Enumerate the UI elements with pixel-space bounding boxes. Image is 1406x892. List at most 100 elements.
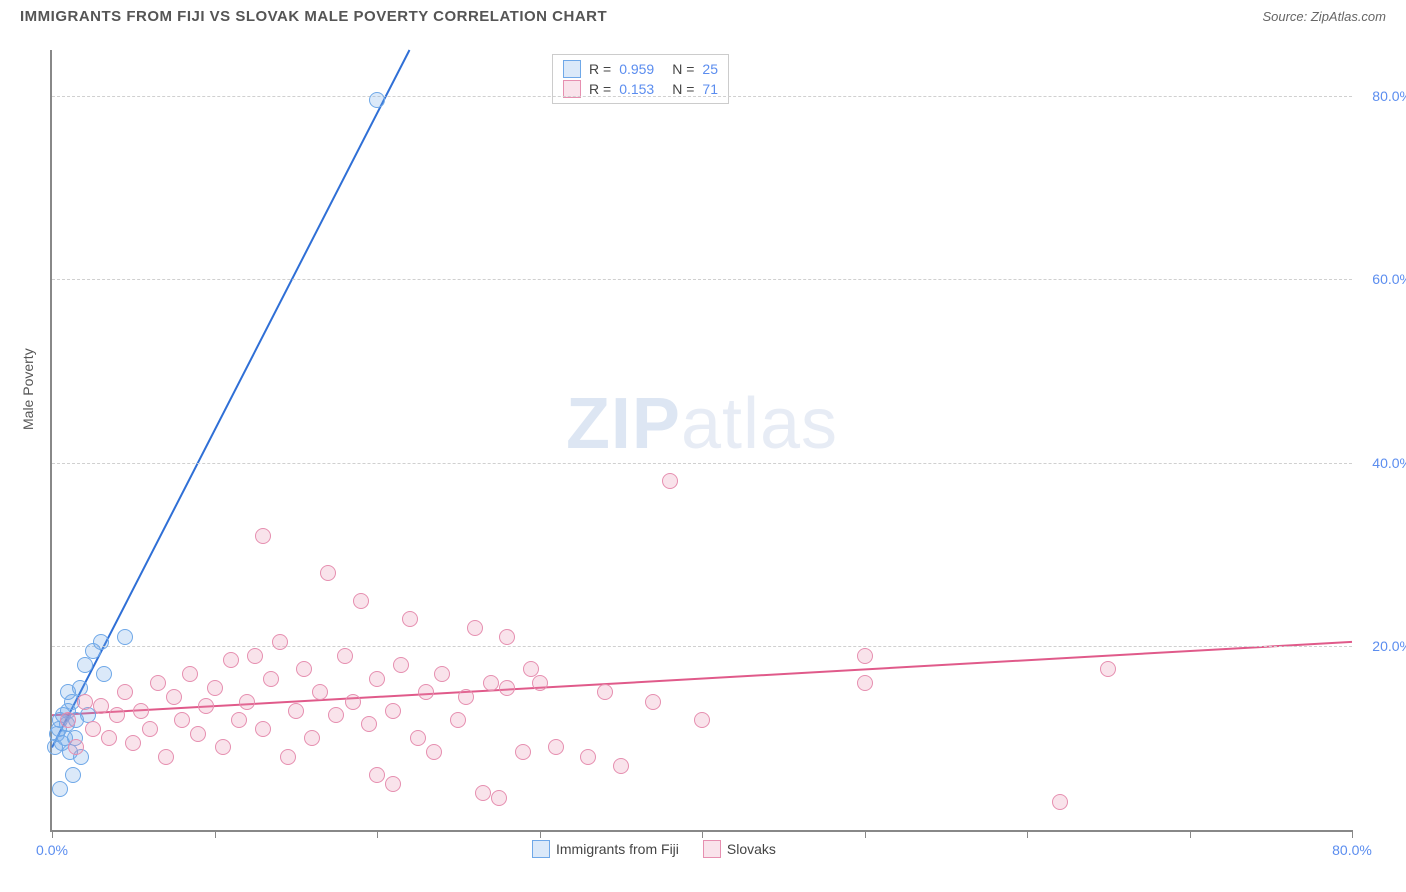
scatter-point-slovaks [207,680,223,696]
scatter-point-slovaks [857,675,873,691]
scatter-point-slovaks [125,735,141,751]
legend-r-value-slovaks: 0.153 [619,81,654,97]
scatter-point-slovaks [166,689,182,705]
x-tick-label: 80.0% [1332,842,1372,858]
scatter-point-slovaks [434,666,450,682]
scatter-point-slovaks [158,749,174,765]
legend-series-label-slovaks: Slovaks [727,841,776,857]
scatter-point-slovaks [1100,661,1116,677]
scatter-point-slovaks [304,730,320,746]
gridline-h [52,279,1352,280]
scatter-point-slovaks [312,684,328,700]
scatter-point-slovaks [694,712,710,728]
y-axis-label: Male Poverty [20,348,36,430]
x-tick [215,830,216,838]
scatter-point-slovaks [857,648,873,664]
chart-source: Source: ZipAtlas.com [1262,9,1386,24]
scatter-point-slovaks [597,684,613,700]
scatter-point-fiji [65,767,81,783]
legend-n-prefix: N = [672,61,694,77]
scatter-point-slovaks [515,744,531,760]
scatter-point-fiji [96,666,112,682]
scatter-point-slovaks [345,694,361,710]
scatter-point-slovaks [68,739,84,755]
x-tick [1352,830,1353,838]
gridline-h [52,463,1352,464]
scatter-point-slovaks [263,671,279,687]
scatter-point-slovaks [458,689,474,705]
legend-n-value-slovaks: 71 [702,81,718,97]
legend-correlation-row-fiji: R =0.959N =25 [563,59,718,79]
x-tick [1027,830,1028,838]
legend-n-prefix: N = [672,81,694,97]
scatter-point-slovaks [296,661,312,677]
scatter-point-slovaks [418,684,434,700]
scatter-point-slovaks [361,716,377,732]
scatter-point-slovaks [613,758,629,774]
source-prefix: Source: [1262,9,1310,24]
scatter-point-slovaks [369,671,385,687]
scatter-point-slovaks [450,712,466,728]
y-tick-label: 20.0% [1372,638,1406,654]
gridline-h [52,96,1352,97]
scatter-point-slovaks [499,629,515,645]
scatter-point-slovaks [272,634,288,650]
scatter-point-slovaks [182,666,198,682]
scatter-point-slovaks [548,739,564,755]
legend-series-label-fiji: Immigrants from Fiji [556,841,679,857]
scatter-point-slovaks [215,739,231,755]
scatter-point-slovaks [280,749,296,765]
x-tick [702,830,703,838]
scatter-point-slovaks [93,698,109,714]
scatter-point-slovaks [402,611,418,627]
scatter-point-slovaks [190,726,206,742]
y-tick-label: 40.0% [1372,455,1406,471]
scatter-point-slovaks [109,707,125,723]
scatter-point-slovaks [174,712,190,728]
scatter-point-slovaks [393,657,409,673]
scatter-point-slovaks [475,785,491,801]
legend-swatch-fiji [532,840,550,858]
scatter-point-slovaks [385,776,401,792]
legend-r-prefix: R = [589,81,611,97]
scatter-point-slovaks [499,680,515,696]
scatter-point-slovaks [247,648,263,664]
legend-r-value-fiji: 0.959 [619,61,654,77]
scatter-point-slovaks [223,652,239,668]
scatter-point-slovaks [1052,794,1068,810]
legend-swatch-fiji [563,60,581,78]
scatter-point-fiji [117,629,133,645]
source-name: ZipAtlas.com [1311,9,1386,24]
scatter-point-slovaks [255,721,271,737]
x-tick [377,830,378,838]
scatter-point-slovaks [320,565,336,581]
scatter-point-slovaks [60,712,76,728]
scatter-point-slovaks [483,675,499,691]
scatter-point-fiji [369,92,385,108]
x-tick [52,830,53,838]
legend-series-item-slovaks: Slovaks [703,840,776,858]
scatter-point-slovaks [239,694,255,710]
scatter-point-slovaks [410,730,426,746]
scatter-point-slovaks [662,473,678,489]
legend-r-prefix: R = [589,61,611,77]
scatter-point-slovaks [117,684,133,700]
scatter-point-slovaks [101,730,117,746]
scatter-point-slovaks [255,528,271,544]
scatter-point-slovaks [353,593,369,609]
scatter-point-slovaks [645,694,661,710]
scatter-point-slovaks [150,675,166,691]
chart-header: IMMIGRANTS FROM FIJI VS SLOVAK MALE POVE… [0,0,1406,29]
x-tick [1190,830,1191,838]
chart-plot-area: ZIPatlas R =0.959N =25R =0.153N =71 Immi… [50,50,1352,832]
scatter-point-slovaks [467,620,483,636]
scatter-point-slovaks [532,675,548,691]
scatter-point-slovaks [580,749,596,765]
scatter-point-slovaks [337,648,353,664]
scatter-point-slovaks [369,767,385,783]
scatter-point-fiji [60,684,76,700]
scatter-point-fiji [93,634,109,650]
scatter-point-slovaks [426,744,442,760]
scatter-point-slovaks [133,703,149,719]
gridline-h [52,646,1352,647]
